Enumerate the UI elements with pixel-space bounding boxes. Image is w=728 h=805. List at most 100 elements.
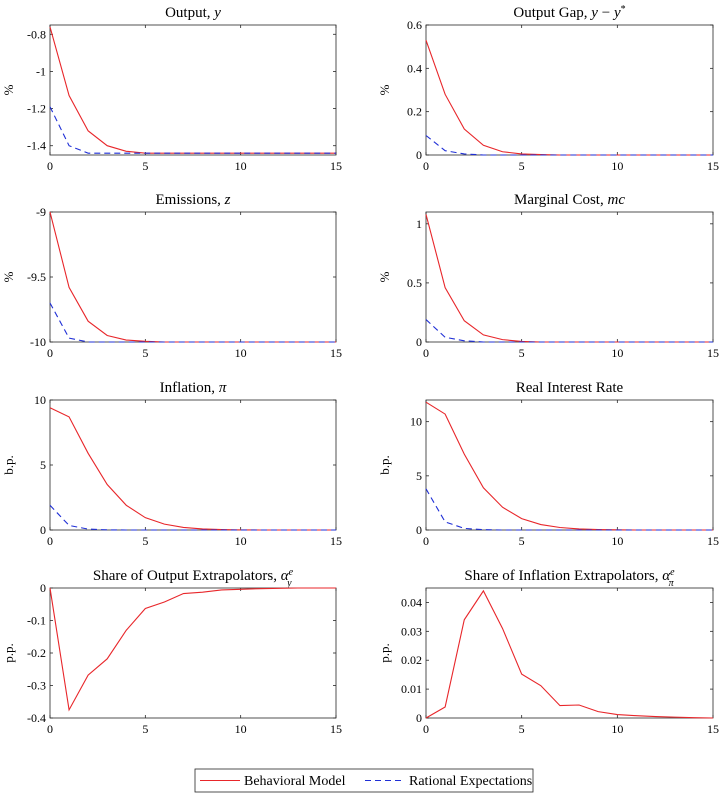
panel-4: Marginal Cost, mc% 0 5 10 15 0 0.5 1 [377,192,719,360]
title-part: mc [607,192,625,208]
y-tick-label: -0.2 [27,646,46,660]
title-part: Output, [165,5,214,21]
series-line-behavioral-model [49,211,336,343]
panel-title: Emissions, z [155,192,230,208]
y-tick-label: 10 [34,393,46,407]
x-tick-label: 10 [235,534,247,548]
x-tick-label: 10 [611,346,623,360]
x-tick-label: 5 [142,534,148,548]
title-part: e [670,567,675,578]
y-tick-label: 5 [416,469,422,483]
panel-title: Share of Output Extrapolators, αe y [93,567,294,589]
x-tick-label: 15 [330,722,342,736]
series-line-rational-expectations [425,319,713,343]
x-tick-label: 0 [423,722,429,736]
y-tick-label: 0.03 [401,624,422,638]
axes-box [49,24,337,156]
axes-box [49,211,337,343]
y-tick-label: 0.2 [407,105,422,119]
x-tick-label: 5 [519,159,525,173]
y-tick-label: -0.4 [27,711,46,725]
axes-box [425,211,714,343]
y-tick-label: 0.4 [407,61,422,75]
title-part: α [662,568,671,584]
y-tick-label: 0 [416,335,422,349]
title-part: y [286,578,292,589]
panel-title: Output, y [165,5,221,21]
series-line-behavioral-model [49,26,336,154]
x-tick-label: 5 [142,159,148,173]
series-line-rational-expectations [49,302,336,343]
panel-title: Real Interest Rate [516,380,624,396]
x-tick-label: 15 [330,159,342,173]
x-tick-label: 5 [142,722,148,736]
title-part: y [212,5,221,21]
panel-8: Share of Inflation Extrapolators, αe π p.p… [377,567,719,737]
title-part: − [598,5,614,21]
y-tick-label: -10 [30,335,46,349]
series-line-behavioral-model [425,401,713,531]
title-part: π [669,578,675,589]
panel-1: Output, y% 0 5 10 15 -0.8 -1 -1.2 -1.4 [1,5,342,173]
axes-box [49,587,337,719]
axes-box [49,399,337,531]
x-tick-label: 15 [707,346,719,360]
y-tick-label: 0 [416,711,422,725]
x-tick-label: 10 [235,722,247,736]
x-tick-label: 10 [611,534,623,548]
x-tick-label: 5 [519,722,525,736]
series-line-rational-expectations [49,106,336,154]
panel-5: Inflation, π b.p. 0 5 10 15 0 5 10 [1,380,342,548]
panel-7: Share of Output Extrapolators, αe y p.p. 0 5… [1,567,342,737]
y-tick-label: 0.04 [401,595,422,609]
series-line-behavioral-model [425,39,713,156]
y-tick-label: 0 [416,523,422,537]
y-axis-label: b.p. [377,455,392,475]
title-part: π [219,380,227,396]
legend-label: Rational Expectations [409,774,532,789]
y-tick-label: 0.5 [407,276,422,290]
panel-title: Output Gap, y − y* [513,4,625,22]
axes-box [425,399,714,531]
x-tick-label: 10 [611,722,623,736]
axes-box [425,24,714,156]
x-tick-label: 5 [142,346,148,360]
series-line-behavioral-model [425,589,714,719]
title-part: Real Interest Rate [516,380,624,396]
legend-box [194,768,534,793]
x-tick-label: 0 [423,346,429,360]
y-tick-label: -0.1 [27,614,46,628]
y-tick-label: 1 [416,217,422,231]
x-tick-label: 0 [47,346,53,360]
y-axis-label: % [377,271,392,282]
legend: Behavioral Model Rational Expectations [194,768,534,793]
x-tick-label: 5 [519,346,525,360]
title-part: y [589,5,598,21]
panel-title: Marginal Cost, mc [514,192,625,208]
series-line-rational-expectations [425,488,713,531]
y-axis-label: % [1,271,16,282]
x-tick-label: 15 [707,722,719,736]
title-part: y [612,5,621,21]
y-axis-label: % [1,84,16,95]
y-tick-label: 0 [416,148,422,162]
title-part: Marginal Cost, [514,192,607,208]
panel-3: Emissions, z% 0 5 10 15 -9 -9.5 -10 [1,192,342,360]
series-line-behavioral-model [425,214,713,343]
series-line-behavioral-model [49,587,336,712]
x-tick-label: 0 [47,722,53,736]
y-tick-label: -9 [36,205,46,219]
y-tick-label: -1.4 [27,139,46,153]
x-tick-label: 10 [235,159,247,173]
x-tick-label: 15 [330,534,342,548]
x-tick-label: 10 [611,159,623,173]
title-part: Output Gap, [513,5,591,21]
x-tick-label: 15 [330,346,342,360]
x-tick-label: 0 [423,534,429,548]
series-line-rational-expectations [49,504,336,531]
legend-label: Behavioral Model [244,774,346,789]
y-axis-label: b.p. [1,455,16,475]
panel-title: Inflation, π [160,380,227,396]
y-axis-label: p.p. [1,643,16,663]
